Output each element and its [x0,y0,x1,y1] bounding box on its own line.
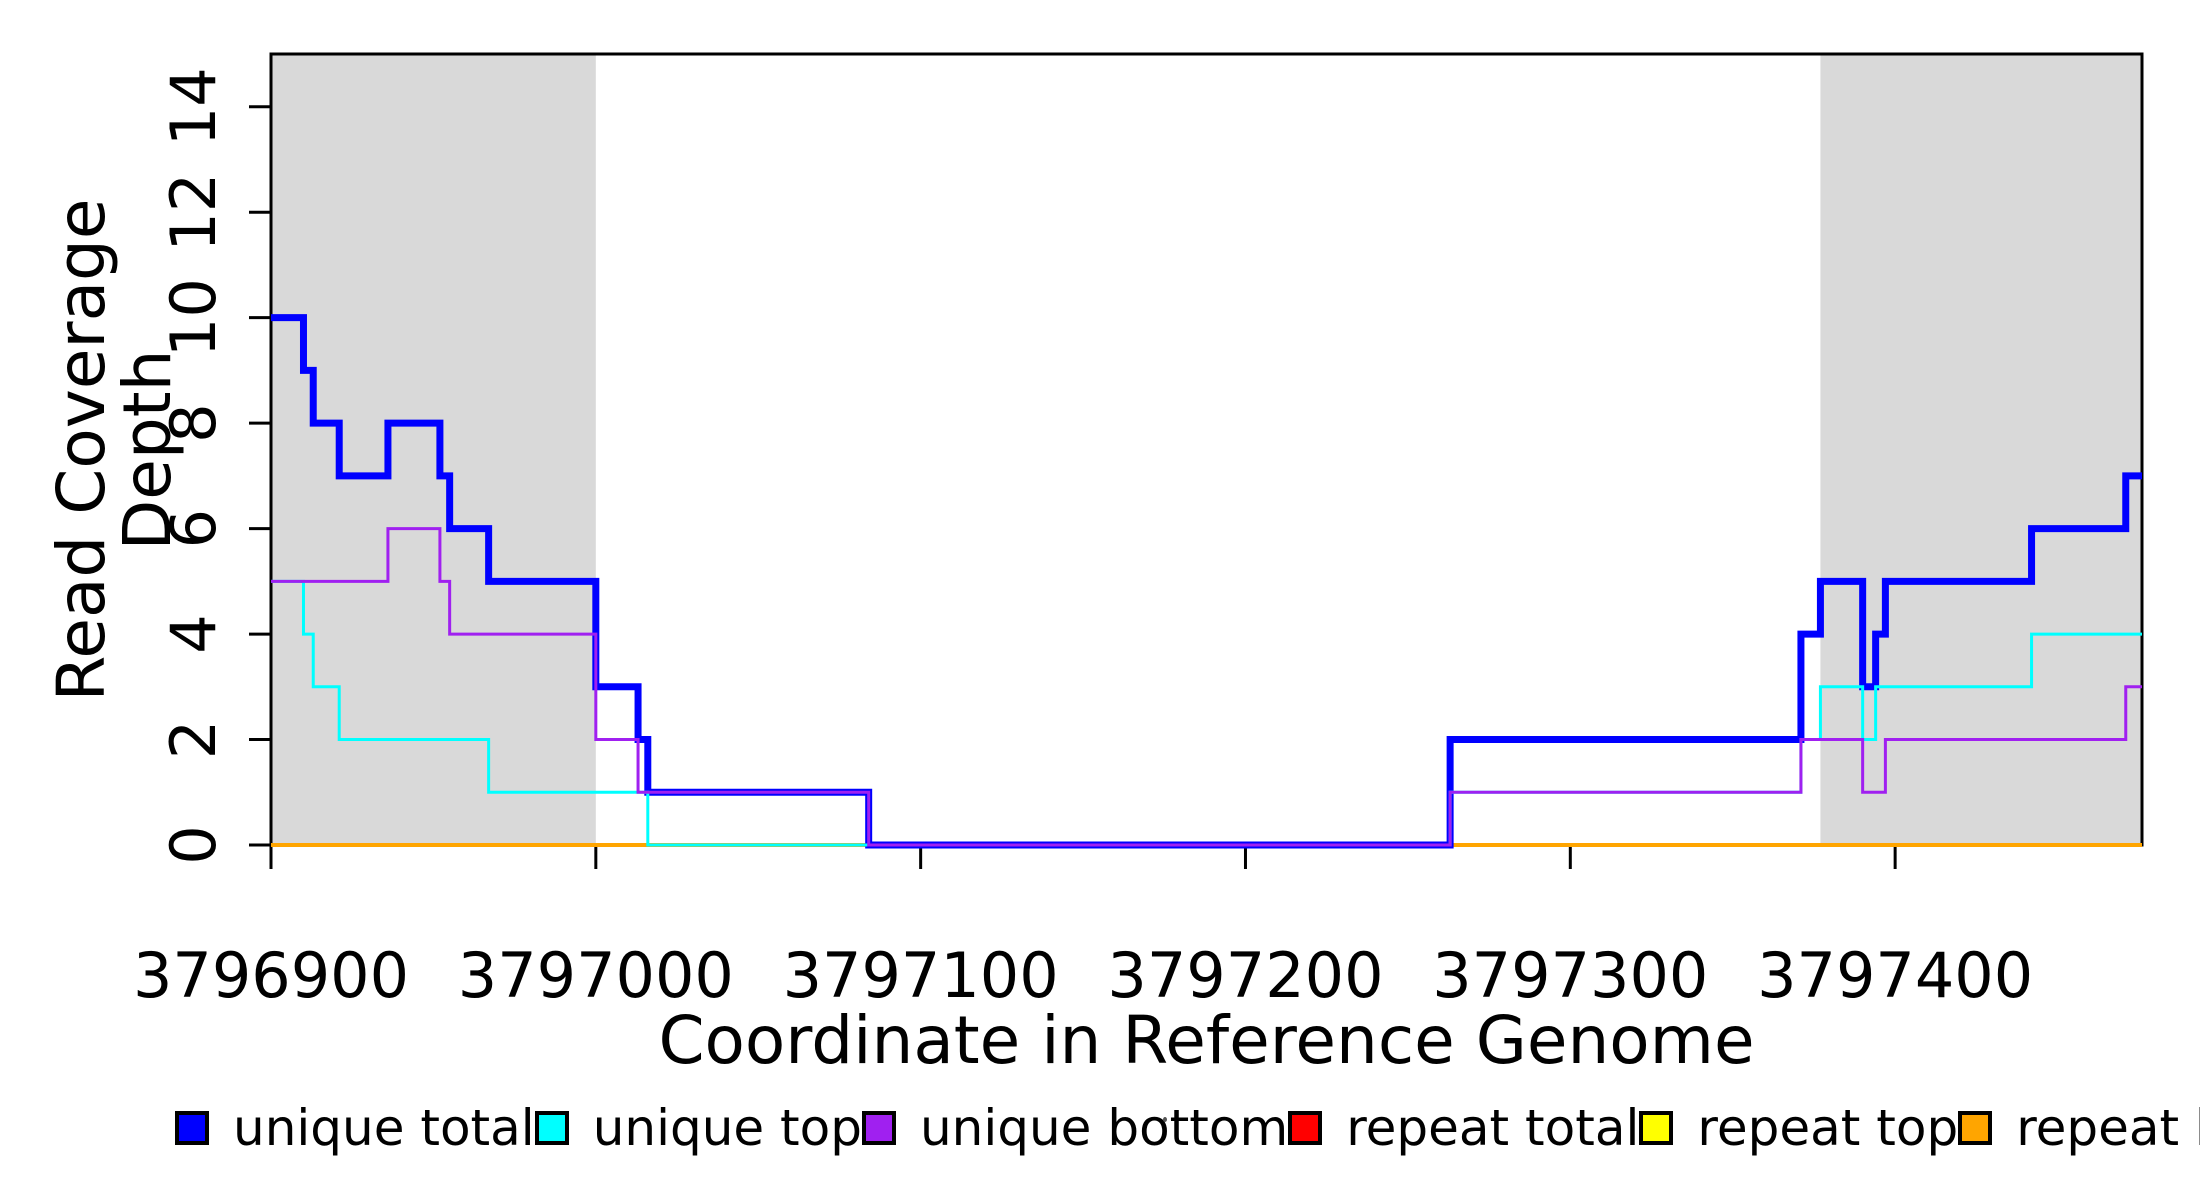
legend-swatch-unique-top [534,1111,569,1145]
x-tick-label: 3797000 [458,939,734,1012]
y-tick-label: 2 [157,720,230,759]
legend-label-repeat-total: repeat total [1346,1099,1640,1157]
legend-swatch-repeat-total [1288,1111,1323,1145]
legend-item-unique-total: unique total [175,1103,535,1153]
y-tick-label: 8 [157,403,230,442]
series-line-unique-total [271,314,2142,849]
x-tick-label: 3797300 [1432,939,1708,1012]
y-axis-title: Read Coverage Depth [43,198,186,702]
stray-dot-artifact [1163,1117,1167,1122]
x-tick-label: 3797400 [1757,939,2033,1012]
legend-item-repeat-total: repeat total [1288,1103,1639,1153]
y-tick-label: 6 [157,509,230,548]
legend-label-repeat-top: repeat top [1697,1099,1959,1157]
legend-label-repeat-bottom: repeat bottom [2016,1099,2200,1157]
legend-swatch-unique-total [175,1111,209,1145]
legend-item-unique-bottom: unique bottom [861,1099,1289,1157]
y-tick-label: 0 [157,825,230,864]
legend: unique total unique top unique bottom repea… [175,1098,2200,1158]
legend-swatch-unique-bottom [861,1111,896,1145]
legend-swatch-repeat-top [1639,1111,1674,1145]
shaded-region [271,54,596,845]
x-axis-title: Coordinate in Reference Genome [658,1002,1755,1079]
legend-swatch-repeat-bottom [1958,1111,1993,1145]
x-tick-label: 3796900 [133,939,409,1012]
legend-label-unique-bottom: unique bottom [919,1099,1289,1157]
shaded-region [1820,54,2142,845]
legend-item-unique-top: unique top [534,1099,862,1157]
y-tick-label: 12 [157,173,230,252]
series-line-unique-bottom [271,527,2142,847]
y-tick-label: 14 [157,67,230,146]
x-tick-label: 3797200 [1107,939,1383,1012]
legend-label-unique-total: unique total [233,1099,535,1157]
y-tick-label: 4 [157,614,230,653]
legend-item-repeat-top: repeat top [1639,1103,1958,1153]
legend-label-unique-top: unique top [592,1099,862,1157]
legend-item-repeat-bottom: repeat bottom [1958,1103,2200,1153]
y-tick-label: 10 [157,278,230,357]
x-tick-label: 3797100 [783,939,1059,1012]
